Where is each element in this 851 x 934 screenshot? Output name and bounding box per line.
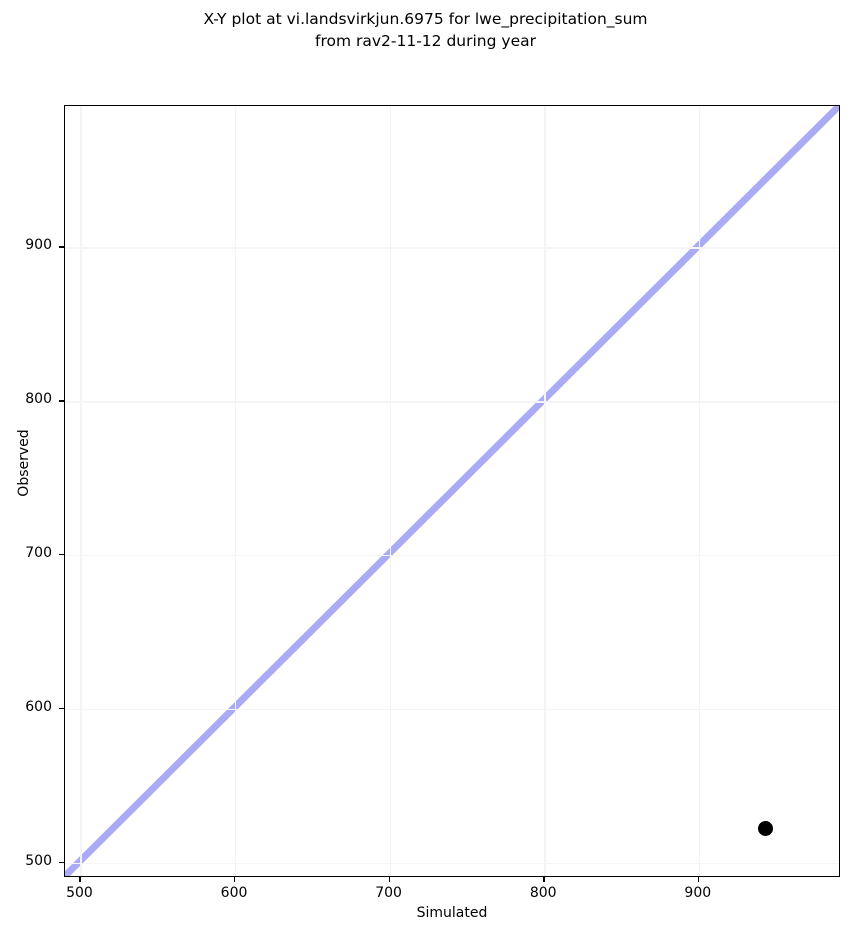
gridline-horizontal xyxy=(65,401,839,403)
plot-area xyxy=(64,105,840,877)
gridline-vertical xyxy=(235,106,237,876)
chart-title-line-2: from rav2-11-12 during year xyxy=(315,32,536,50)
x-axis-tick xyxy=(697,877,700,882)
y-axis-tick xyxy=(59,246,64,248)
chart-title: X-Y plot at vi.landsvirkjun.6975 for lwe… xyxy=(0,8,851,52)
y-axis-tick-label: 600 xyxy=(25,698,52,715)
x-axis-tick-label: 600 xyxy=(220,885,248,901)
x-axis-label: Simulated xyxy=(416,905,488,921)
gridline-vertical xyxy=(389,106,391,876)
x-axis-tick xyxy=(543,877,545,882)
x-axis-tick-label: 500 xyxy=(66,885,93,901)
y-axis-tick xyxy=(59,400,64,402)
one-to-one-line xyxy=(65,106,839,876)
gridline-horizontal xyxy=(65,862,839,864)
x-axis-tick-label: 900 xyxy=(684,885,712,901)
y-axis-tick-label: 700 xyxy=(25,545,52,562)
chart-title-line-1: X-Y plot at vi.landsvirkjun.6975 for lwe… xyxy=(203,10,648,28)
y-axis-label: Observed xyxy=(16,429,32,497)
y-axis-tick-label: 800 xyxy=(25,391,52,408)
gridline-vertical xyxy=(80,106,82,876)
gridline-horizontal xyxy=(65,708,839,711)
data-point xyxy=(757,821,773,837)
y-axis-tick xyxy=(59,554,64,556)
y-axis-tick xyxy=(59,707,64,710)
x-axis-tick-label: 700 xyxy=(375,885,402,901)
gridline-horizontal xyxy=(65,555,839,557)
gridline-vertical xyxy=(544,106,546,876)
gridline-horizontal xyxy=(65,247,839,249)
y-axis-tick xyxy=(59,861,64,863)
y-axis-tick-label: 900 xyxy=(25,237,52,254)
x-axis-tick xyxy=(388,877,390,882)
y-axis-tick-label: 500 xyxy=(25,852,52,869)
x-axis-tick xyxy=(79,877,81,882)
gridline-vertical xyxy=(698,106,701,876)
x-axis-tick-label: 800 xyxy=(529,885,557,901)
x-axis-tick xyxy=(234,877,236,882)
